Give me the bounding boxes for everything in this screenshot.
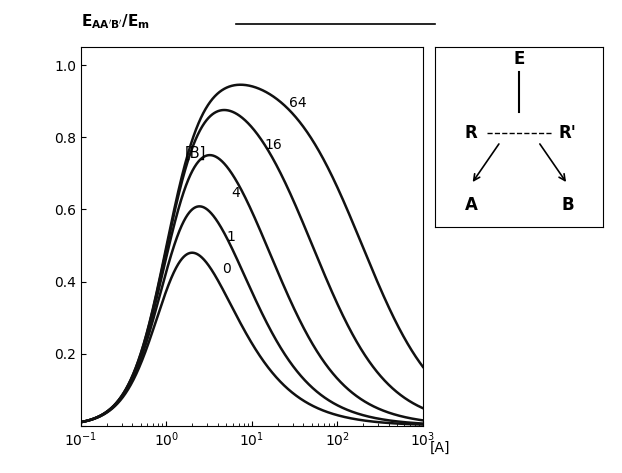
Text: B: B: [561, 195, 574, 214]
Text: E: E: [514, 50, 525, 68]
Text: 0: 0: [222, 262, 231, 276]
Text: R': R': [559, 123, 577, 142]
Text: R: R: [465, 123, 478, 142]
Text: [A]: [A]: [430, 441, 450, 455]
Text: A: A: [465, 195, 478, 214]
Text: 4: 4: [231, 186, 241, 200]
Text: 1: 1: [226, 229, 235, 244]
Text: 64: 64: [289, 96, 307, 110]
Text: 16: 16: [264, 138, 282, 152]
Text: [B]: [B]: [185, 146, 207, 161]
Text: $\mathbf{E_{AA'B'}/E_m}$: $\mathbf{E_{AA'B'}/E_m}$: [81, 12, 150, 31]
